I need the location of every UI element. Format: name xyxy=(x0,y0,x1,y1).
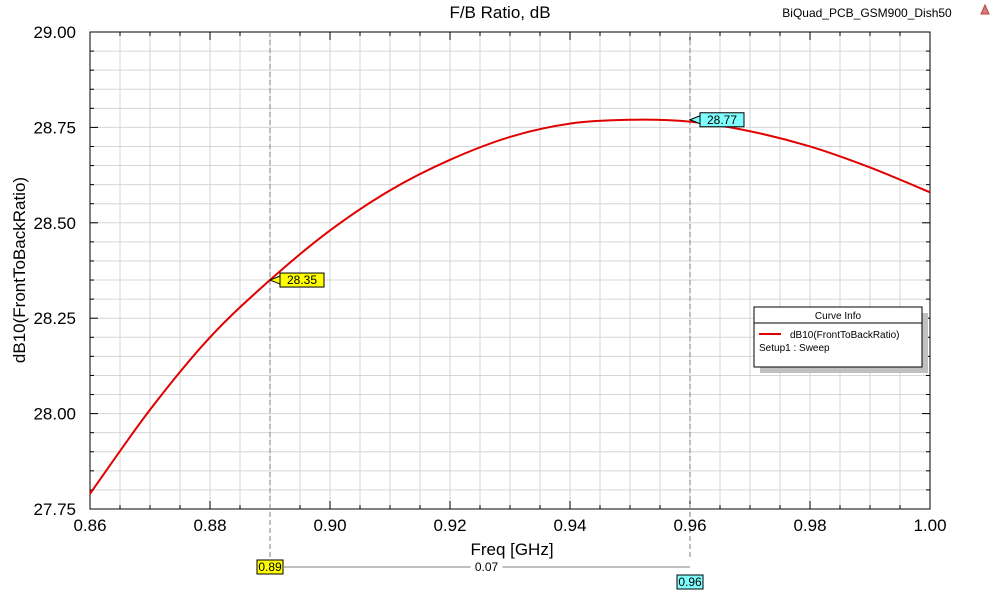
x-tick-label: 0.94 xyxy=(553,516,586,535)
y-tick-labels: 27.75 28.00 28.25 28.50 28.75 29.00 xyxy=(33,23,76,519)
x-tick-label: 0.88 xyxy=(193,516,226,535)
delta-label-bg xyxy=(470,560,503,574)
y-axis-label: dB10(FrontToBackRatio) xyxy=(10,177,29,363)
grid-lines xyxy=(89,31,931,510)
legend-entry: dB10(FrontToBackRatio) xyxy=(790,330,900,341)
legend-setup: Setup1 : Sweep xyxy=(759,343,830,354)
marker-value-label: 28.35 xyxy=(287,273,317,287)
x-axis-label: Freq [GHz] xyxy=(470,540,553,559)
plot-frame xyxy=(89,31,931,510)
marker-x-label: 0.96 xyxy=(678,575,702,589)
delta-label: 0.07 xyxy=(475,560,499,574)
y-tick-label: 29.00 xyxy=(33,23,76,42)
x-tick-label: 0.90 xyxy=(313,516,346,535)
marker-value-box xyxy=(279,272,325,288)
legend-box[interactable]: Curve Info dB10(FrontToBackRatio) Setup1… xyxy=(753,306,928,373)
x-tick-labels: 0.86 0.88 0.90 0.92 0.94 0.96 0.98 1.00 xyxy=(73,516,946,535)
marker-labels: 28.35 0.89 28.77 0.96 0.07 xyxy=(256,112,745,590)
y-tick-label: 28.50 xyxy=(33,214,76,233)
marker-x-label: 0.89 xyxy=(258,560,282,574)
project-name: BiQuad_PCB_GSM900_Dish50 xyxy=(782,6,952,20)
y-tick-label: 28.00 xyxy=(33,405,76,424)
series-line xyxy=(89,118,931,495)
marker-pointer xyxy=(268,275,281,285)
x-tick-label: 0.96 xyxy=(673,516,706,535)
x-tick-label: 0.98 xyxy=(793,516,826,535)
legend-title: Curve Info xyxy=(815,311,862,322)
y-tick-label: 27.75 xyxy=(33,500,76,519)
series-layer xyxy=(89,118,931,495)
chart-title: F/B Ratio, dB xyxy=(449,3,550,22)
tick-marks xyxy=(89,31,931,510)
x-tick-label: 0.86 xyxy=(73,516,106,535)
marker-value-box xyxy=(699,112,745,128)
marker-value-label: 28.77 xyxy=(707,113,737,127)
y-tick-label: 28.75 xyxy=(33,118,76,137)
x-tick-label: 0.92 xyxy=(433,516,466,535)
marker-x-box xyxy=(676,574,704,590)
y-tick-label: 28.25 xyxy=(33,309,76,328)
warning-triangle-icon[interactable] xyxy=(980,3,990,15)
x-tick-label: 1.00 xyxy=(913,516,946,535)
